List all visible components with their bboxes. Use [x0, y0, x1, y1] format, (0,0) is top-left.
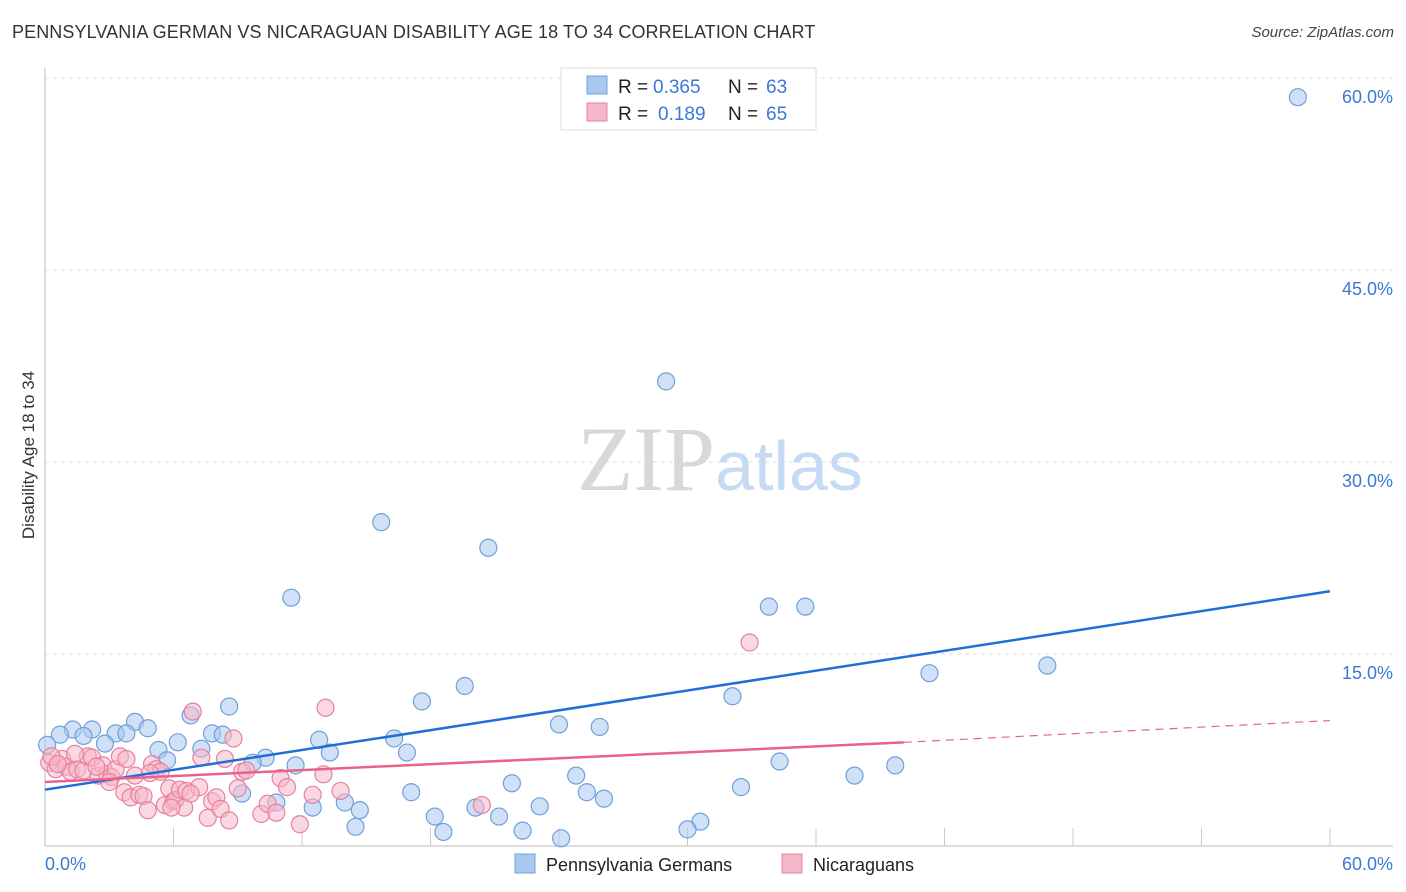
legend-n-label: N =	[728, 104, 758, 125]
bottom-legend: Pennsylvania Germans Nicaraguans	[514, 853, 914, 875]
pa-german-point	[346, 817, 365, 836]
nicaraguan-point	[228, 779, 247, 798]
pa-german-point	[397, 743, 417, 762]
legend-r-label: R =	[618, 77, 648, 98]
nicaraguan-point	[303, 785, 322, 804]
pa-german-point	[425, 807, 444, 826]
pa-german-point	[1288, 88, 1307, 107]
nicaraguan-point	[277, 778, 297, 797]
nicaraguan-trendline	[44, 741, 904, 784]
nicaraguan-point	[48, 754, 67, 774]
nicaraguan-point	[162, 798, 181, 817]
nicaraguan-point	[316, 698, 335, 717]
pa-german-point	[95, 734, 115, 753]
pa-german-point	[502, 774, 521, 793]
pa-german-point	[384, 729, 404, 748]
source-label: Source: ZipAtlas.com	[1251, 24, 1394, 41]
bottom-legend-label: Nicaraguans	[813, 855, 914, 875]
pa-german-point	[402, 783, 421, 802]
pa-german-point	[845, 766, 864, 785]
legend-n-value: 65	[766, 104, 787, 125]
legend-swatch-blue	[586, 75, 608, 95]
legend-r-label: R =	[618, 104, 648, 125]
pa-german-point	[513, 821, 532, 840]
pa-german-point	[489, 807, 509, 826]
nicaraguan-point	[198, 808, 217, 827]
pa-german-point	[920, 664, 939, 683]
legend-r-value: 0.365	[653, 77, 701, 98]
nicaraguan-trendline-extension	[903, 719, 1331, 743]
bottom-legend-swatch-pink	[781, 853, 803, 874]
pa-german-point	[530, 797, 549, 816]
y-tick-label: 15.0%	[1342, 663, 1393, 683]
pa-german-point	[577, 783, 596, 802]
pa-german-point	[770, 752, 789, 771]
legend-n-label: N =	[728, 77, 758, 98]
nicaraguan-point	[117, 749, 136, 769]
pa-german-point	[138, 719, 157, 738]
y-tick-label: 45.0%	[1342, 279, 1393, 299]
pa-german-point	[590, 717, 609, 737]
nicaraguan-point	[472, 795, 491, 815]
nicaraguan-point	[138, 801, 157, 820]
nicaraguan-point	[267, 803, 286, 822]
pa-german-point	[372, 513, 391, 532]
pa-german-point	[455, 676, 474, 696]
pa-german-point	[759, 597, 778, 616]
pa-german-point	[549, 715, 569, 734]
nicaraguan-point	[331, 781, 350, 801]
pa-german-point	[220, 697, 239, 716]
bottom-legend-label: Pennsylvania Germans	[546, 855, 732, 875]
legend-r-value: 0.189	[658, 104, 706, 125]
legend-swatch-pink	[586, 102, 608, 122]
pa-german-point	[796, 597, 815, 616]
pa-german-trendline	[44, 590, 1331, 791]
pa-german-point	[479, 538, 498, 557]
x-tick-min: 0.0%	[45, 854, 86, 874]
nicaraguan-point	[183, 702, 202, 721]
pa-german-point	[74, 726, 93, 746]
pa-german-point	[656, 372, 676, 391]
nicaraguan-point	[65, 744, 85, 763]
pa-german-point	[723, 687, 742, 706]
pa-german-point	[1038, 656, 1057, 675]
pa-german-point	[350, 801, 369, 820]
nicaraguan-point	[220, 811, 239, 830]
pa-german-point	[434, 822, 453, 842]
nicaraguan-point	[181, 784, 200, 803]
pa-german-point	[117, 724, 136, 743]
legend-n-value: 63	[766, 77, 787, 98]
nicaraguan-point	[740, 633, 759, 652]
y-tick-label: 30.0%	[1342, 471, 1393, 491]
pa-german-point	[594, 789, 614, 808]
nicaraguan-point	[290, 815, 309, 834]
watermark: ZIPatlas	[577, 408, 863, 510]
y-tick-label: 60.0%	[1342, 87, 1393, 107]
pa-german-point	[50, 725, 70, 744]
chart-title: PENNSYLVANIA GERMAN VS NICARAGUAN DISABI…	[12, 22, 816, 42]
pa-german-point	[320, 743, 339, 762]
pa-german-point	[886, 756, 905, 775]
pa-german-point	[282, 588, 301, 607]
bottom-legend-swatch-blue	[514, 853, 536, 874]
nicaraguan-point	[215, 749, 234, 769]
nicaraguan-point	[224, 729, 243, 748]
pa-german-point	[567, 766, 586, 785]
pa-german-point	[731, 778, 751, 797]
pa-german-point	[412, 692, 432, 711]
nicaraguan-point	[237, 761, 256, 780]
nicaraguan-point	[87, 757, 106, 776]
legend: R = 0.365 N = 63 R = 0.189 N = 65	[560, 67, 817, 131]
y-axis-label: Disability Age 18 to 34	[19, 371, 38, 539]
pa-german-point	[168, 733, 187, 752]
x-tick-max: 60.0%	[1342, 854, 1393, 874]
pa-german-point	[678, 820, 697, 839]
pa-german-point	[552, 829, 571, 848]
nicaraguan-point	[100, 772, 119, 792]
